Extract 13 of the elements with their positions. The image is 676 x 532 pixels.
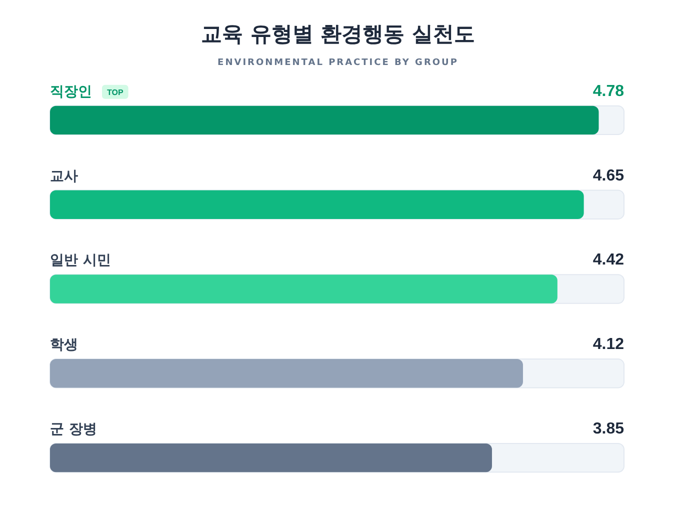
data-label: 4.42 [592,252,624,269]
y-tick-label: 군 장병 [50,421,97,438]
annotation: TOP [107,88,124,97]
data-label: 3.85 [592,420,624,438]
data-label: 4.12 [592,336,624,354]
data-label: 4.78 [592,82,624,100]
data-label: 4.65 [592,167,624,184]
text: ENVIRONMENTAL PRACTICE BY GROUP [216,58,460,68]
y-tick-label: 직장인 [50,84,92,100]
y-tick-label: 학생 [50,337,78,354]
chart-title: 교육 유형별 환경행동 실천도 [200,21,476,48]
y-tick-label: 교사 [50,168,78,184]
y-tick-label: 일반 시민 [50,252,111,269]
